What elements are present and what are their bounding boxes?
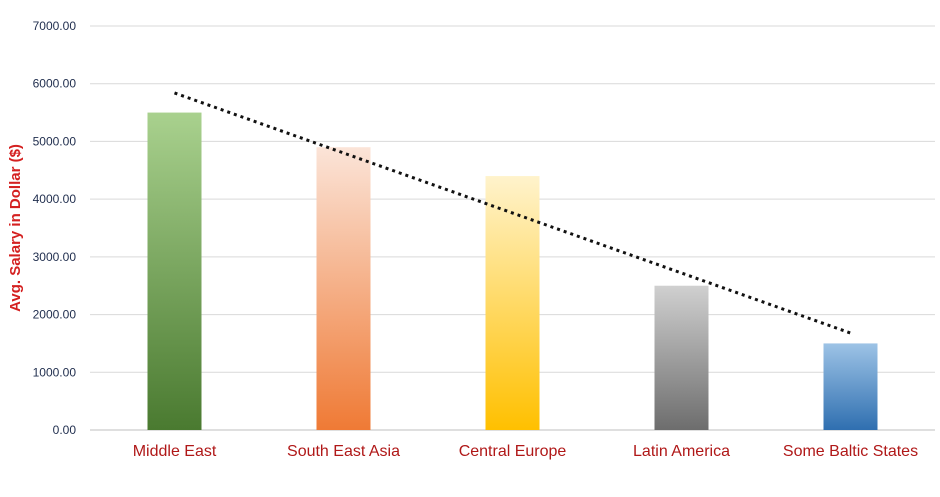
bar <box>316 147 371 430</box>
y-tick-label: 1000.00 <box>33 365 77 379</box>
y-tick-label: 0.00 <box>53 423 77 437</box>
bars <box>147 112 878 431</box>
y-axis-label: Avg. Salary in Dollar ($) <box>7 144 24 312</box>
x-category-label: Some Baltic States <box>783 443 918 460</box>
bar <box>147 112 202 431</box>
trendline-layer <box>173 91 852 335</box>
x-axis-categories: Middle East South East Asia Central Europe… <box>133 443 918 460</box>
trendline <box>173 91 852 335</box>
x-category-label: South East Asia <box>287 443 400 460</box>
y-tick-label: 2000.00 <box>33 308 77 322</box>
y-tick-label: 7000.00 <box>33 19 77 33</box>
x-category-label: Latin America <box>633 443 730 460</box>
y-axis-ticks: 0.00 1000.00 2000.00 3000.00 4000.00 5000.00 6… <box>33 19 77 437</box>
y-tick-label: 5000.00 <box>33 134 77 148</box>
y-tick-label: 6000.00 <box>33 77 77 91</box>
y-tick-label: 3000.00 <box>33 250 77 264</box>
bar <box>654 285 709 430</box>
x-category-label: Central Europe <box>459 443 567 460</box>
y-tick-label: 4000.00 <box>33 192 77 206</box>
x-category-label: Middle East <box>133 443 217 460</box>
bar <box>485 176 540 430</box>
bar <box>823 343 878 430</box>
